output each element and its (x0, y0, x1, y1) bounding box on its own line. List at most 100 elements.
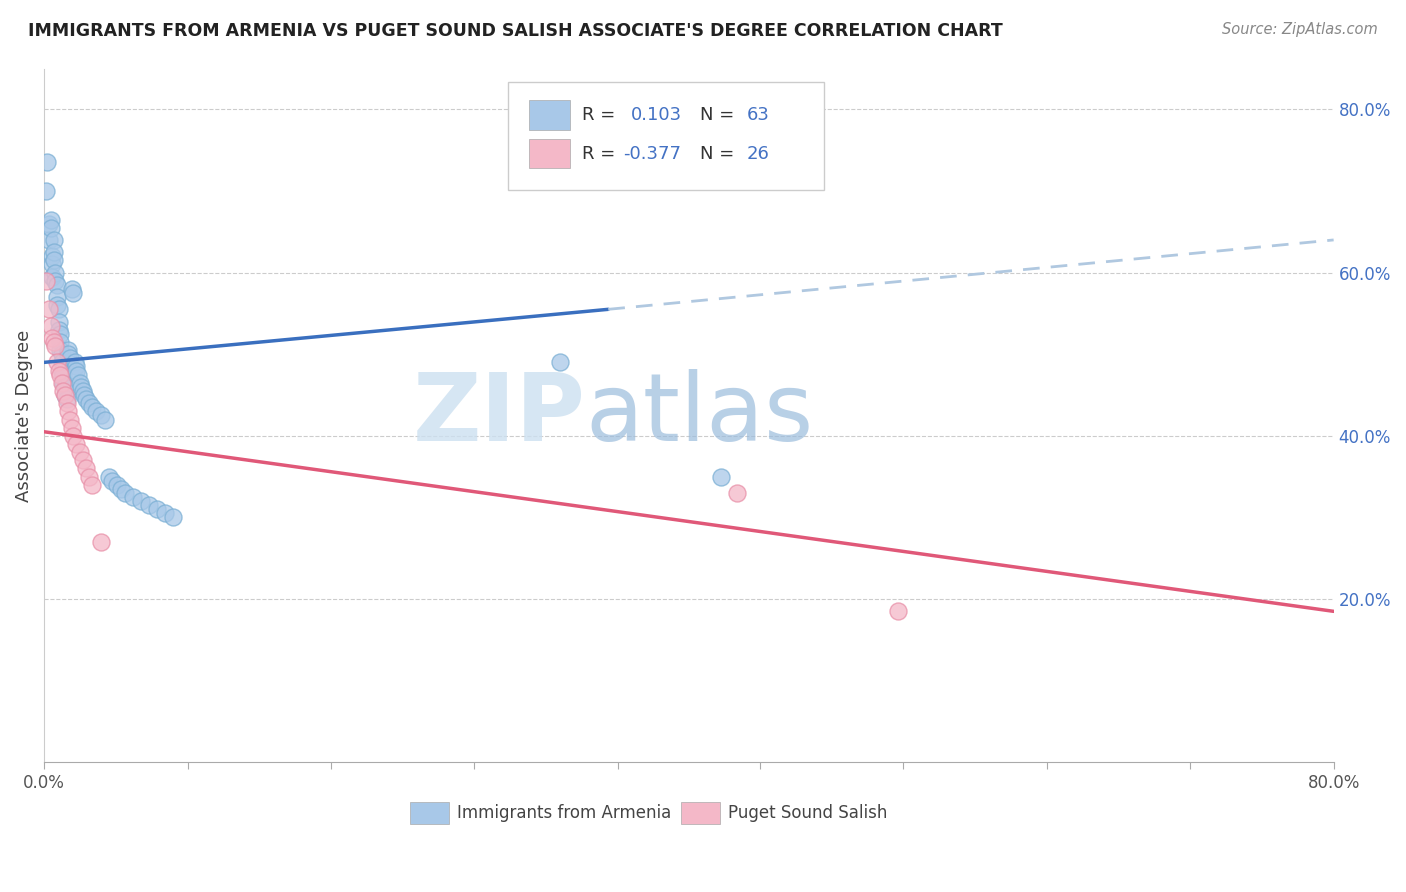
FancyBboxPatch shape (509, 82, 824, 190)
Point (73, 388, 96, 402)
Point (52, 384, 75, 398)
Point (89, 409, 111, 423)
Point (58, 404, 80, 418)
Point (42, 253, 65, 268)
Point (710, 469, 733, 483)
Point (65, 437, 87, 451)
Point (58, 347, 80, 361)
Point (49, 326, 72, 341)
Point (48, 302, 70, 317)
Point (105, 478, 128, 492)
Point (42, 334, 65, 349)
Point (58, 343, 80, 358)
Point (62, 429, 84, 443)
Text: N =: N = (700, 145, 741, 163)
Point (70, 380, 93, 394)
Text: Source: ZipAtlas.com: Source: ZipAtlas.com (1222, 22, 1378, 37)
Point (63, 355, 86, 369)
Point (53, 388, 76, 402)
Point (162, 510, 184, 524)
Point (53, 388, 76, 402)
Point (82, 478, 104, 492)
Point (51, 355, 73, 369)
Text: R =: R = (582, 106, 621, 124)
Point (51, 376, 73, 390)
Point (66, 368, 89, 382)
Point (48, 323, 70, 337)
Text: IMMIGRANTS FROM ARMENIA VS PUGET SOUND SALISH ASSOCIATE'S DEGREE CORRELATION CHA: IMMIGRANTS FROM ARMENIA VS PUGET SOUND S… (28, 22, 1002, 40)
Text: -0.377: -0.377 (623, 145, 681, 163)
Point (114, 486, 136, 500)
Point (77, 469, 100, 483)
Point (38, 233, 60, 247)
Point (75, 392, 97, 406)
Point (48, 314, 70, 328)
Point (97, 469, 120, 483)
Point (65, 359, 87, 374)
Point (38, 302, 60, 317)
Point (89, 535, 111, 549)
Text: Immigrants from Armenia: Immigrants from Armenia (457, 804, 671, 822)
Point (72, 453, 94, 467)
Point (725, 486, 748, 500)
Point (55, 392, 77, 406)
Point (52, 368, 75, 382)
Text: ZIP: ZIP (413, 369, 586, 461)
Point (39, 318, 62, 333)
FancyBboxPatch shape (411, 802, 449, 824)
Point (60, 420, 83, 434)
Point (62, 285, 84, 300)
Point (65, 363, 87, 377)
Point (38, 217, 60, 231)
Point (41, 249, 63, 263)
Point (59, 412, 82, 426)
FancyBboxPatch shape (529, 139, 571, 169)
Text: N =: N = (700, 106, 741, 124)
Text: 0.103: 0.103 (631, 106, 682, 124)
Point (53, 380, 76, 394)
Point (60, 282, 83, 296)
Point (72, 384, 94, 398)
Point (49, 334, 72, 349)
Point (75, 461, 97, 475)
Point (94, 412, 117, 426)
Point (46, 290, 69, 304)
Text: R =: R = (582, 145, 621, 163)
Point (39, 220, 62, 235)
Point (138, 498, 160, 512)
Point (44, 266, 66, 280)
Point (44, 339, 66, 353)
Point (37, 155, 59, 169)
Point (51, 347, 73, 361)
Point (59, 351, 82, 366)
Point (46, 277, 69, 292)
Point (52, 376, 75, 390)
Point (41, 331, 63, 345)
Point (69, 376, 91, 390)
Point (44, 274, 66, 288)
Point (49, 368, 72, 382)
Point (55, 396, 77, 410)
Point (41, 257, 63, 271)
Point (46, 298, 69, 312)
FancyBboxPatch shape (529, 101, 571, 129)
Text: 26: 26 (747, 145, 769, 163)
Point (42, 233, 65, 247)
Point (42, 245, 65, 260)
Point (146, 502, 169, 516)
Point (35, 274, 58, 288)
Point (153, 507, 176, 521)
Point (49, 343, 72, 358)
Point (46, 355, 69, 369)
Point (84, 404, 107, 418)
Point (51, 363, 73, 377)
Point (548, 355, 571, 369)
Point (39, 212, 62, 227)
Point (35, 184, 58, 198)
Point (101, 474, 124, 488)
Point (77, 396, 100, 410)
Text: Puget Sound Salish: Puget Sound Salish (727, 804, 887, 822)
Point (82, 401, 104, 415)
Point (887, 604, 910, 618)
Point (110, 482, 132, 496)
